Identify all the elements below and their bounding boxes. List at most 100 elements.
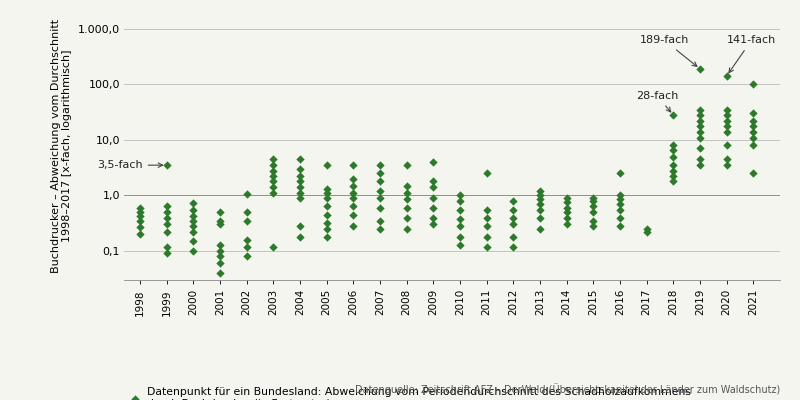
Point: [667, 178, 680, 184]
Point: [720, 128, 733, 135]
Point: [507, 221, 520, 228]
Point: [614, 192, 626, 198]
Point: [614, 170, 626, 176]
Point: [640, 229, 653, 235]
Point: [267, 178, 280, 184]
Point: [400, 214, 413, 221]
Point: [320, 186, 333, 192]
Point: [160, 214, 173, 221]
Point: [507, 243, 520, 250]
Point: [214, 248, 226, 254]
Point: [720, 122, 733, 129]
Point: [614, 214, 626, 221]
Point: [294, 184, 306, 190]
Point: [347, 195, 360, 201]
Point: [480, 214, 493, 221]
Point: [534, 214, 546, 221]
Point: [667, 112, 680, 118]
Point: [720, 118, 733, 124]
Point: [187, 248, 200, 254]
Point: [240, 209, 253, 215]
Point: [320, 220, 333, 226]
Point: [480, 207, 493, 213]
Point: [400, 182, 413, 189]
Point: [560, 195, 573, 201]
Point: [240, 243, 253, 250]
Point: [667, 142, 680, 148]
Point: [187, 207, 200, 213]
Point: [694, 118, 706, 124]
Point: [267, 184, 280, 190]
Point: [747, 134, 760, 141]
Point: [240, 218, 253, 224]
Point: [427, 184, 440, 190]
Point: [134, 209, 146, 215]
Point: [560, 221, 573, 228]
Point: [320, 162, 333, 168]
Point: [214, 218, 226, 224]
Point: [214, 270, 226, 276]
Y-axis label: Buchdrucker – Abweichung vom Durchschnitt
1998–2017 [x-fach, logarithmisch]: Buchdrucker – Abweichung vom Durchschnit…: [50, 19, 72, 273]
Point: [347, 212, 360, 218]
Point: [560, 199, 573, 206]
Point: [614, 223, 626, 229]
Point: [694, 145, 706, 152]
Point: [320, 234, 333, 240]
Text: 28-fach: 28-fach: [636, 91, 678, 112]
Point: [480, 243, 493, 250]
Point: [160, 229, 173, 235]
Point: [267, 190, 280, 196]
Point: [694, 134, 706, 141]
Point: [214, 253, 226, 260]
Point: [187, 218, 200, 224]
Point: [480, 223, 493, 229]
Point: [134, 231, 146, 238]
Point: [560, 209, 573, 215]
Point: [347, 162, 360, 168]
Point: [294, 234, 306, 240]
Point: [134, 224, 146, 230]
Point: [160, 250, 173, 257]
Point: [400, 190, 413, 196]
Point: [694, 122, 706, 129]
Point: [454, 192, 466, 198]
Point: [480, 170, 493, 176]
Point: [320, 190, 333, 196]
Point: [667, 173, 680, 180]
Point: [427, 221, 440, 228]
Point: [720, 142, 733, 148]
Point: [374, 204, 386, 211]
Point: [427, 178, 440, 184]
Point: [134, 213, 146, 220]
Point: [720, 112, 733, 118]
Point: [747, 128, 760, 135]
Point: [667, 167, 680, 174]
Point: [160, 221, 173, 228]
Point: [294, 156, 306, 162]
Point: [454, 207, 466, 213]
Point: [507, 214, 520, 221]
Point: [320, 202, 333, 209]
Point: [267, 162, 280, 168]
Point: [400, 196, 413, 202]
Point: [160, 162, 173, 168]
Point: [587, 195, 600, 201]
Legend: Datenpunkt für ein Bundesland: Abweichung vom Periodendurchschnitt des Schadholz: Datenpunkt für ein Bundesland: Abweichun…: [130, 387, 690, 400]
Point: [534, 188, 546, 194]
Point: [667, 162, 680, 168]
Point: [427, 204, 440, 211]
Point: [187, 223, 200, 229]
Point: [614, 201, 626, 207]
Point: [214, 221, 226, 228]
Point: [294, 223, 306, 229]
Point: [267, 167, 280, 174]
Point: [694, 156, 706, 162]
Point: [187, 229, 200, 235]
Point: [614, 196, 626, 202]
Point: [347, 182, 360, 189]
Point: [454, 198, 466, 204]
Point: [720, 162, 733, 168]
Point: [694, 106, 706, 113]
Point: [267, 243, 280, 250]
Text: 141-fach: 141-fach: [726, 36, 776, 73]
